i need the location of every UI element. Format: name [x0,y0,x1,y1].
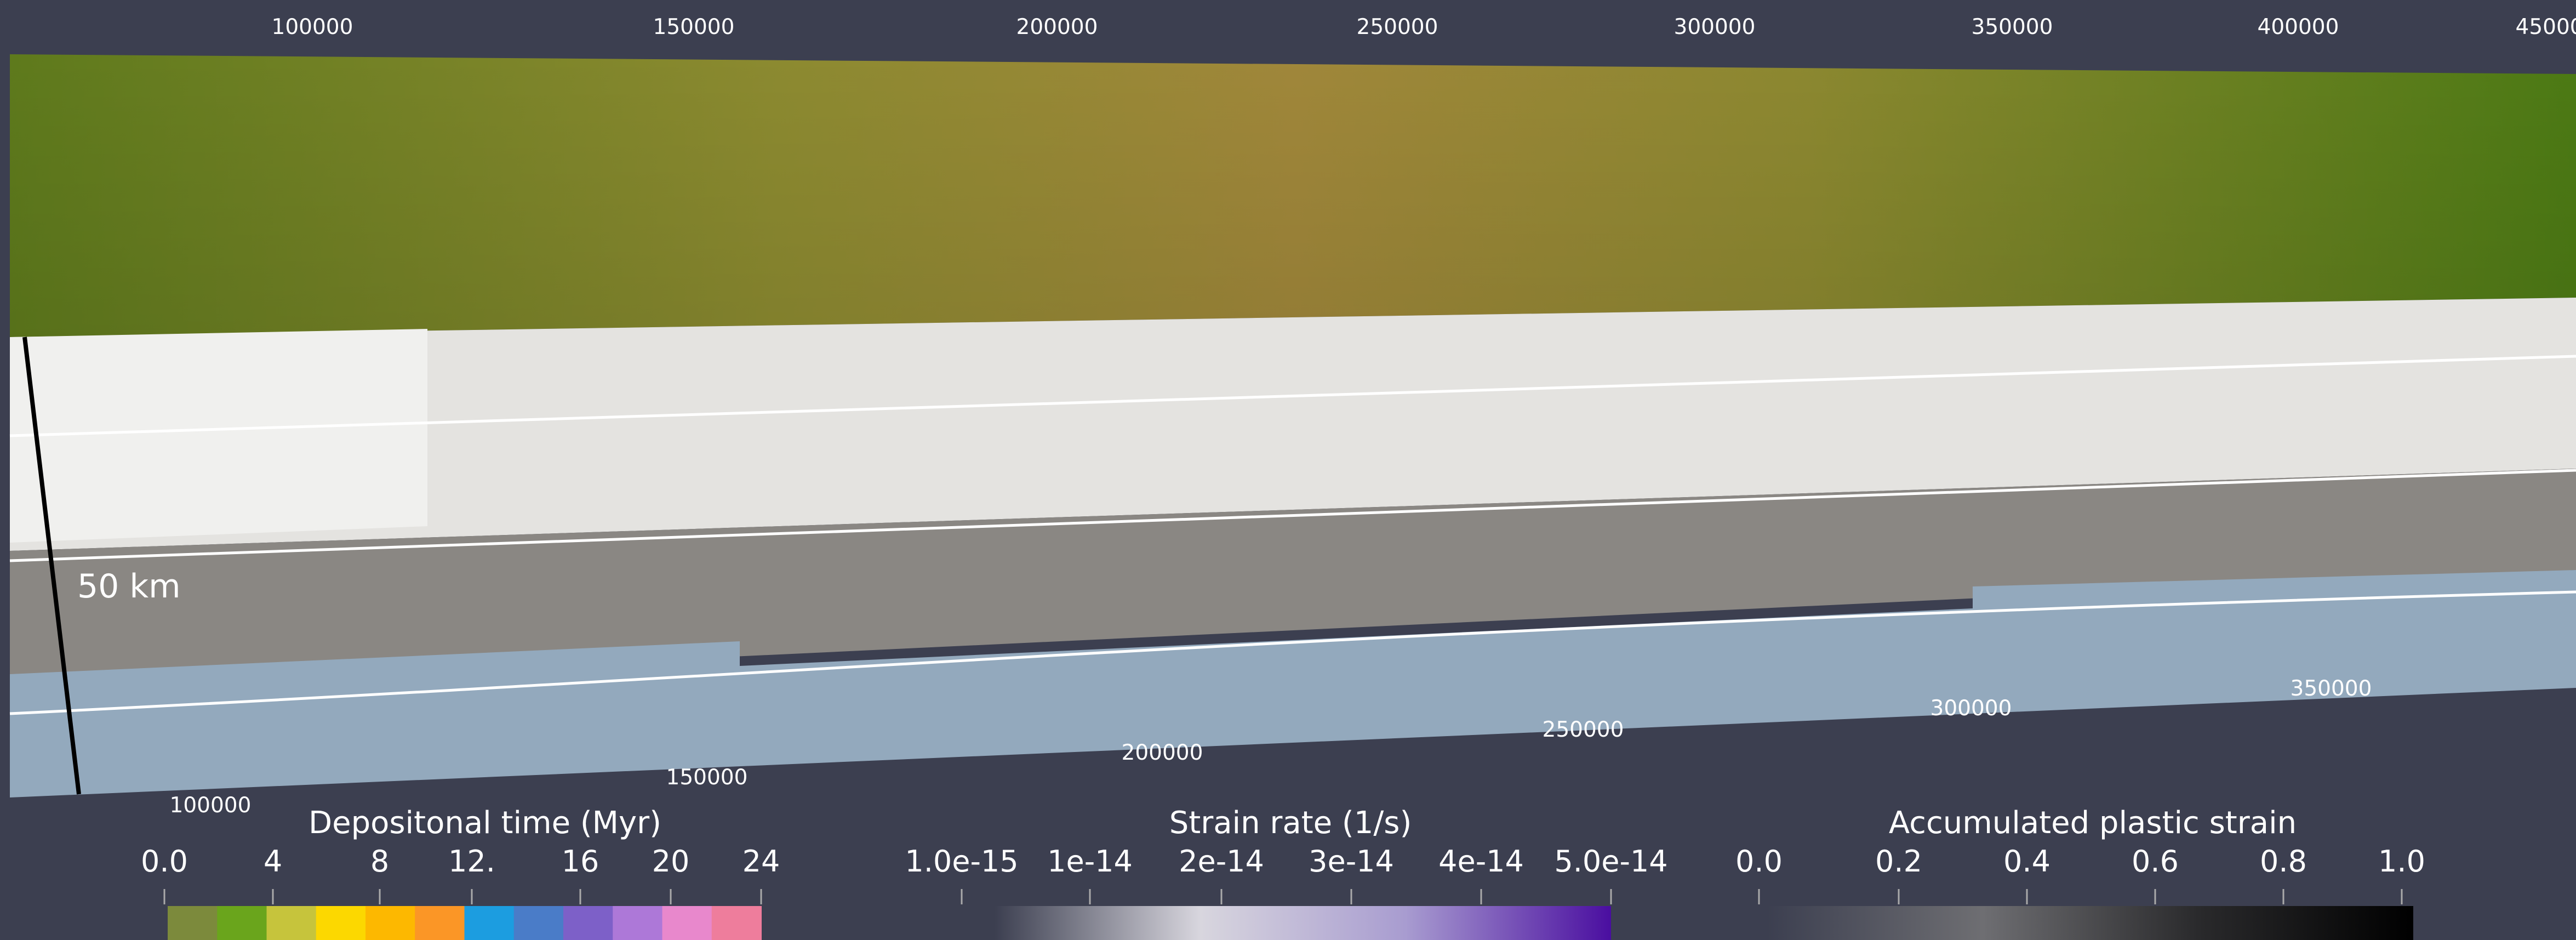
colorbar-swatch [316,906,366,940]
colorbar-swatch [365,906,416,940]
colorbar-tick-label: 12. [448,844,495,879]
colorbar-tick-label: 3e-14 [1309,844,1394,879]
top-axis-label: 150000 [653,15,735,39]
top-axis-label: 250000 [1357,15,1438,39]
interface-line [9,355,2576,437]
bottom-axis-label: 100000 [170,793,252,818]
top-axis-label: 450000 [2516,15,2576,39]
scale-bar [22,337,81,795]
overlay: 100000 150000 200000 250000 300000 350000 4000… [141,15,2576,940]
colorbar-tick-label: 0.6 [2132,844,2179,879]
colorbar-bar [1767,906,2413,940]
colorbar-tick-label: 20 [652,844,690,879]
colorbar-title: Strain rate (1/s) [1169,805,1412,841]
colorbar-tick-label: 1.0 [2378,844,2425,879]
colorbar-tick-label: 24 [742,844,780,879]
colorbar-swatch [513,906,564,940]
colorbar-tick-label: 1.0e-15 [905,844,1018,879]
colorbar: Depositonal time (Myr) 0.0 4 8 12. 16 20 24 [141,805,780,940]
bottom-axis-label: 300000 [1930,696,2012,721]
bottom-axis-label: 200000 [1122,740,1203,765]
colorbar-tick-label: 0.4 [2003,844,2050,879]
colorbar-tick-label: 5.0e-14 [1554,844,1667,879]
colorbar-tick-label: 4e-14 [1438,844,1524,879]
colorbar-swatch [464,906,515,940]
colorbar-swatch [168,906,218,940]
sediment-shade [10,54,2576,337]
colorbar-tick-label: 0.0 [141,844,188,879]
colorbar-tick-label: 0.0 [1735,844,1783,879]
colorbar-swatch [266,906,317,940]
bottom-axis-label: 150000 [666,765,748,790]
top-axis-label: 200000 [1016,15,1098,39]
upper-crust [10,298,2576,551]
top-axis-label: 350000 [1972,15,2053,39]
colorbar-tick-label: 8 [370,844,389,879]
colorbar-bar [995,906,1611,940]
colorbar-tick-label: 0.8 [2260,844,2307,879]
colorbar-swatch [711,906,762,940]
top-axis-label: 400000 [2258,15,2339,39]
colorbar-tick-label: 2e-14 [1179,844,1264,879]
colorbar-swatch [662,906,712,940]
colorbar-tick-label: 4 [264,844,282,879]
top-axis-label: 300000 [1674,15,1756,39]
colorbar: Strain rate (1/s) 1.0e-15 1e-14 2e-14 3e-14 4… [905,805,1668,940]
colorbar-swatch [415,906,465,940]
top-axis-label: 100000 [272,15,353,39]
bottom-axis-label: 350000 [2291,676,2372,701]
colorbar-tick-label: 0.2 [1875,844,1922,879]
bottom-axis-label: 250000 [1543,717,1624,742]
interface-line [9,590,2576,715]
colorbar-title: Depositonal time (Myr) [309,805,661,841]
model-render [9,54,2576,797]
colorbar-swatch [563,906,614,940]
colorbar-title: Accumulated plastic strain [1889,805,2297,841]
colorbar-tick-label: 16 [562,844,599,879]
upper-crust-left [10,329,427,543]
colorbar-swatch [217,906,267,940]
lower-crust [10,469,2576,691]
mantle [10,570,2576,797]
scale-label: 50 km [77,567,181,606]
colorbar-swatch [613,906,663,940]
colorbar-tick-label: 1e-14 [1047,844,1133,879]
colorbar: Accumulated plastic strain 0.0 0.2 0.4 0.6 0.… [1735,805,2425,940]
